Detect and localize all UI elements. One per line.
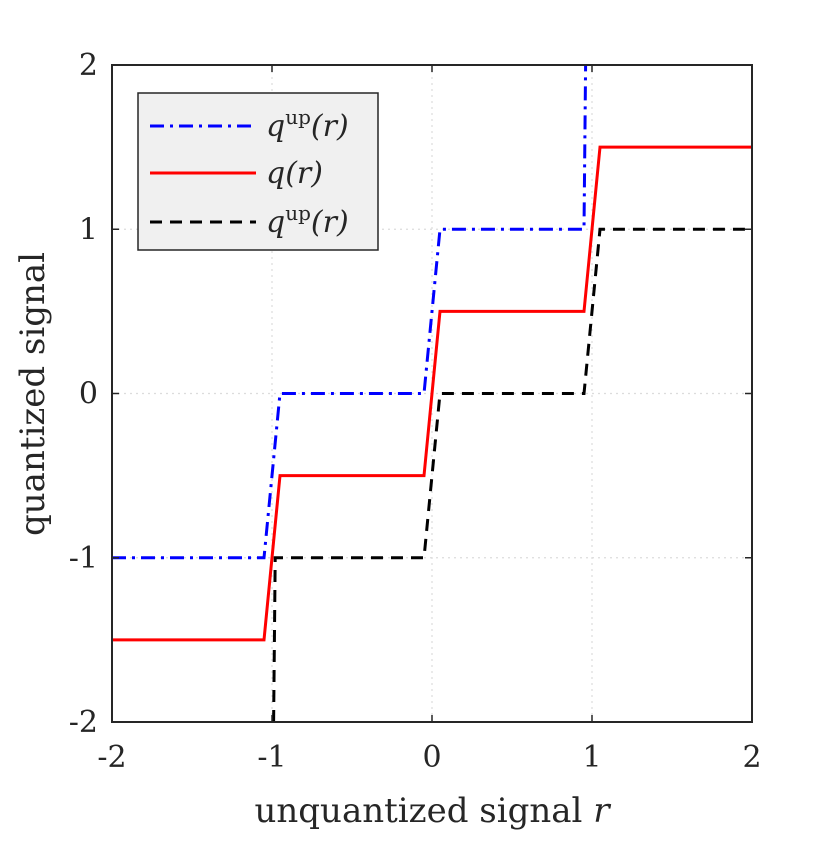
y-tick-labels: 2 1 0 -1 -2: [69, 48, 98, 740]
plot-series: [112, 64, 752, 723]
series-line-3: [272, 227, 752, 723]
y-tick-label: 0: [79, 377, 98, 412]
x-axis-label: unquantized signal r: [255, 791, 612, 831]
x-tick-label: 1: [582, 740, 601, 775]
legend: qup(r) q(r) qup(r): [137, 92, 379, 251]
y-tick-label: 1: [79, 212, 98, 247]
legend-label-2: q(r): [266, 156, 323, 191]
legend-label-1: qup(r): [266, 105, 349, 144]
series-line-1: [112, 64, 588, 560]
y-tick-label: -2: [69, 705, 98, 740]
x-tick-label: 0: [422, 740, 441, 775]
legend-label-3: qup(r): [266, 201, 349, 240]
x-tick-labels: -2 -1 0 1 2: [97, 740, 761, 775]
y-tick-label: -1: [69, 541, 98, 576]
x-tick-label: -2: [97, 740, 126, 775]
axis-ticks: [111, 64, 753, 723]
y-tick-label: 2: [79, 48, 98, 83]
y-axis-label: quantized signal: [13, 252, 53, 536]
x-tick-label: -1: [257, 740, 286, 775]
series-line-2: [112, 145, 752, 642]
x-tick-label: 2: [742, 740, 761, 775]
